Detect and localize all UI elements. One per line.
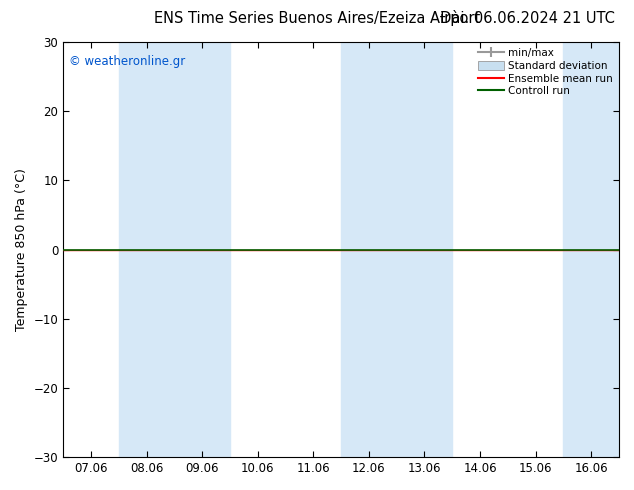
Bar bbox=[397, 42, 452, 457]
Text: Đài. 06.06.2024 21 UTC: Đài. 06.06.2024 21 UTC bbox=[440, 11, 615, 26]
Bar bbox=[341, 42, 397, 457]
Bar bbox=[119, 42, 174, 457]
Text: ENS Time Series Buenos Aires/Ezeiza Airport: ENS Time Series Buenos Aires/Ezeiza Airp… bbox=[154, 11, 480, 26]
Text: © weatheronline.gr: © weatheronline.gr bbox=[68, 54, 185, 68]
Legend: min/max, Standard deviation, Ensemble mean run, Controll run: min/max, Standard deviation, Ensemble me… bbox=[475, 45, 616, 99]
Bar bbox=[174, 42, 230, 457]
Bar bbox=[564, 42, 619, 457]
Y-axis label: Temperature 850 hPa (°C): Temperature 850 hPa (°C) bbox=[15, 168, 28, 331]
